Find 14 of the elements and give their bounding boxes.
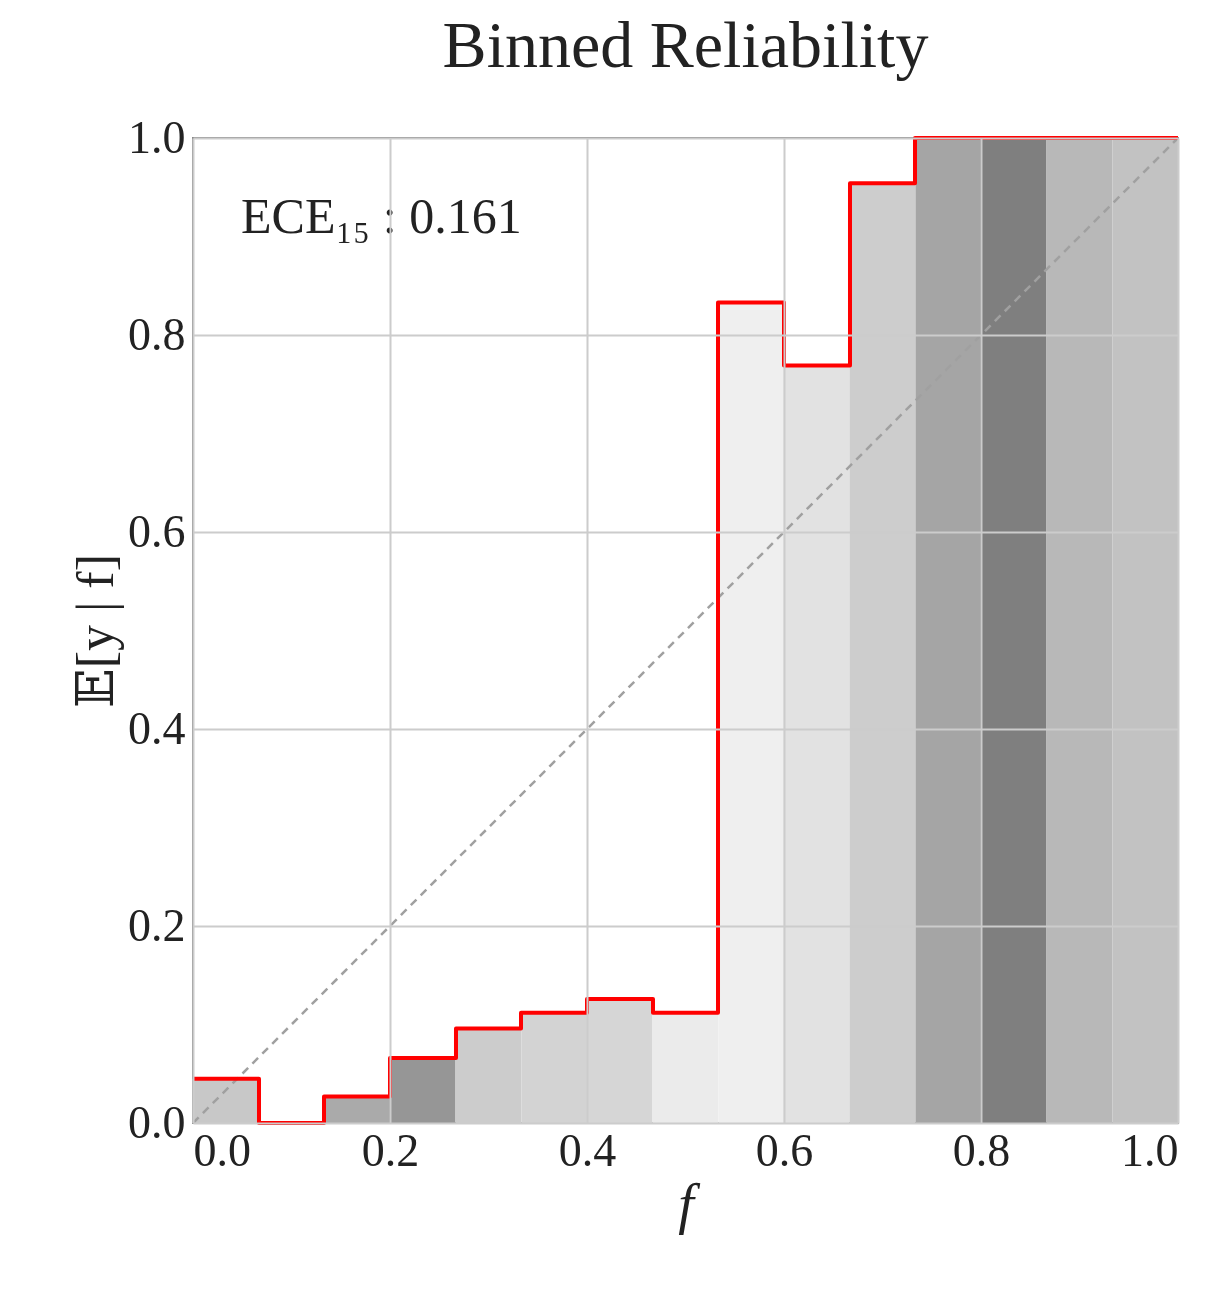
y-tick-label: 1.0 <box>128 111 186 163</box>
y-tick-label: 0.4 <box>128 702 186 754</box>
x-tick-label: 0.4 <box>558 1124 617 1176</box>
x-tick-label: 0.0 <box>193 1124 251 1176</box>
y-tick-label: 0.6 <box>128 505 186 557</box>
y-tick-label: 0.2 <box>128 899 186 951</box>
y-axis-title: 𝔼[y | f] <box>67 554 124 708</box>
x-tick-label: 1.0 <box>1121 1124 1179 1176</box>
x-tick-label: 0.8 <box>952 1124 1011 1176</box>
chart-title: Binned Reliability <box>442 8 929 81</box>
x-tick-label: 0.6 <box>755 1124 814 1176</box>
y-tick-label: 0.8 <box>128 308 186 360</box>
x-axis-title: f <box>678 1172 702 1235</box>
x-tick-label: 0.2 <box>361 1124 420 1176</box>
